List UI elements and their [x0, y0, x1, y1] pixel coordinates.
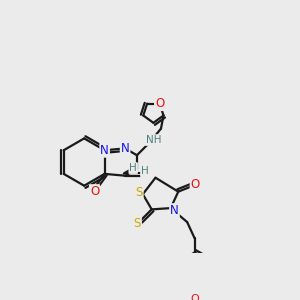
Text: O: O: [90, 185, 99, 198]
Text: O: O: [190, 294, 199, 300]
Text: N: N: [121, 142, 130, 155]
Text: H: H: [141, 166, 149, 176]
Text: O: O: [190, 178, 200, 191]
Text: S: S: [134, 217, 141, 230]
Text: O: O: [155, 97, 164, 110]
Text: H: H: [129, 163, 137, 173]
Text: N: N: [170, 204, 179, 217]
Text: NH: NH: [146, 135, 161, 145]
Text: S: S: [135, 186, 143, 199]
Text: N: N: [100, 144, 109, 157]
